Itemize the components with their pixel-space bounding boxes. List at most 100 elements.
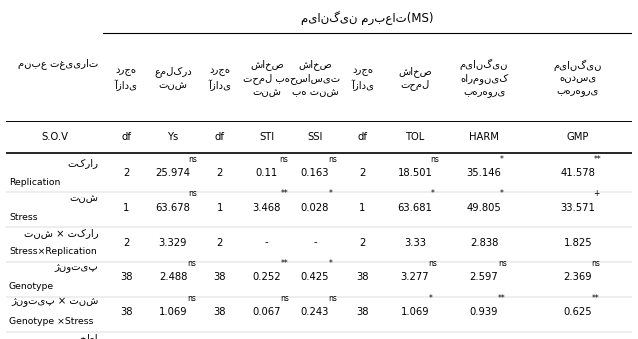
Text: STI: STI (259, 132, 274, 142)
Text: 0.425: 0.425 (300, 273, 329, 282)
Text: درجه
آزادی: درجه آزادی (209, 66, 232, 91)
Text: 0.939: 0.939 (470, 307, 498, 317)
Text: 3.33: 3.33 (404, 238, 426, 247)
Text: 2: 2 (217, 168, 223, 178)
Text: میانگین مربعات(MS): میانگین مربعات(MS) (301, 12, 434, 26)
Text: -: - (313, 238, 316, 247)
Text: ns: ns (431, 155, 440, 163)
Text: *: * (329, 259, 332, 268)
Text: 38: 38 (120, 307, 132, 317)
Text: Replication: Replication (9, 178, 60, 187)
Text: 38: 38 (120, 273, 132, 282)
Text: 2.488: 2.488 (159, 273, 187, 282)
Text: ns: ns (329, 294, 338, 303)
Text: Genotype: Genotype (9, 282, 54, 291)
Text: ژنوتیپ × تنش: ژنوتیپ × تنش (11, 297, 98, 307)
Text: *: * (500, 190, 503, 198)
Text: 3.329: 3.329 (159, 238, 188, 247)
Text: 38: 38 (356, 307, 369, 317)
Text: ns: ns (591, 259, 600, 268)
Text: ns: ns (188, 155, 197, 163)
Text: میانگین
هارمونیک
بهرهوری: میانگین هارمونیک بهرهوری (460, 59, 508, 98)
Text: df: df (215, 132, 225, 142)
Text: GMP: GMP (567, 132, 589, 142)
Text: 38: 38 (214, 307, 226, 317)
Text: ژنوتیپ: ژنوتیپ (54, 262, 98, 273)
Text: ns: ns (188, 190, 197, 198)
Text: 3.277: 3.277 (401, 273, 429, 282)
Text: 2: 2 (123, 168, 130, 178)
Text: **: ** (498, 294, 505, 303)
Text: درجه
آزادی: درجه آزادی (115, 66, 138, 91)
Text: 18.501: 18.501 (397, 168, 433, 178)
Text: میانگین
هندسی
بهرهوری: میانگین هندسی بهرهوری (554, 59, 602, 97)
Text: 41.578: 41.578 (560, 168, 595, 178)
Text: 2: 2 (217, 238, 223, 247)
Text: Stress×Replication: Stress×Replication (9, 247, 96, 256)
Text: *: * (431, 190, 434, 198)
Text: شاخص
حساسیت
به تنش: شاخص حساسیت به تنش (290, 59, 341, 97)
Text: تکرار: تکرار (67, 158, 98, 168)
Text: 2.369: 2.369 (563, 273, 592, 282)
Text: *: * (429, 294, 433, 303)
Text: *: * (500, 155, 503, 163)
Text: ns: ns (187, 259, 196, 268)
Text: 38: 38 (356, 273, 369, 282)
Text: 1.069: 1.069 (159, 307, 188, 317)
Text: تنش: تنش (70, 193, 98, 203)
Text: SSI: SSI (308, 132, 323, 142)
Text: 1: 1 (123, 203, 130, 213)
Text: شاخص
تحمل: شاخص تحمل (398, 66, 432, 91)
Text: 63.678: 63.678 (156, 203, 191, 213)
Text: تنش × تکرار: تنش × تکرار (24, 227, 98, 238)
Text: ns: ns (429, 259, 438, 268)
Text: HARM: HARM (469, 132, 499, 142)
Text: منبع تغییرات: منبع تغییرات (18, 58, 98, 68)
Text: Ys: Ys (167, 132, 179, 142)
Text: 0.028: 0.028 (300, 203, 329, 213)
Text: 0.067: 0.067 (253, 307, 281, 317)
Text: *: * (329, 190, 332, 198)
Text: 0.252: 0.252 (253, 273, 281, 282)
Text: ns: ns (498, 259, 507, 268)
Text: df: df (121, 132, 131, 142)
Text: Stress: Stress (9, 213, 38, 221)
Text: **: ** (281, 259, 288, 268)
Text: ns: ns (187, 294, 196, 303)
Text: -: - (265, 238, 269, 247)
Text: 49.805: 49.805 (466, 203, 501, 213)
Text: 2: 2 (359, 168, 366, 178)
Text: 3.468: 3.468 (253, 203, 281, 213)
Text: ns: ns (281, 294, 290, 303)
Text: 63.681: 63.681 (397, 203, 433, 213)
Text: 0.243: 0.243 (300, 307, 329, 317)
Text: 25.974: 25.974 (156, 168, 191, 178)
Text: **: ** (281, 190, 288, 198)
Text: **: ** (593, 155, 601, 163)
Text: شاخص
تحمل به
تنش: شاخص تحمل به تنش (243, 59, 290, 97)
Text: درجه
آزادی: درجه آزادی (351, 66, 374, 91)
Text: 1.825: 1.825 (563, 238, 592, 247)
Text: 1.069: 1.069 (401, 307, 429, 317)
Text: 35.146: 35.146 (466, 168, 501, 178)
Text: 0.11: 0.11 (256, 168, 278, 178)
Text: 0.163: 0.163 (300, 168, 329, 178)
Text: TOL: TOL (405, 132, 425, 142)
Text: ns: ns (279, 155, 288, 163)
Text: خطا: خطا (80, 334, 98, 339)
Text: +: + (593, 190, 600, 198)
Text: df: df (357, 132, 367, 142)
Text: 2.838: 2.838 (470, 238, 498, 247)
Text: عملکرد
تنش: عملکرد تنش (154, 66, 192, 90)
Text: S.O.V: S.O.V (41, 132, 68, 142)
Text: 2: 2 (359, 238, 366, 247)
Text: 2: 2 (123, 238, 130, 247)
Text: Genotype ×Stress: Genotype ×Stress (9, 317, 93, 326)
Text: 0.625: 0.625 (563, 307, 592, 317)
Text: 38: 38 (214, 273, 226, 282)
Text: ns: ns (329, 155, 338, 163)
Text: 1: 1 (217, 203, 223, 213)
Text: **: ** (591, 294, 599, 303)
Text: 2.597: 2.597 (470, 273, 498, 282)
Text: 1: 1 (359, 203, 366, 213)
